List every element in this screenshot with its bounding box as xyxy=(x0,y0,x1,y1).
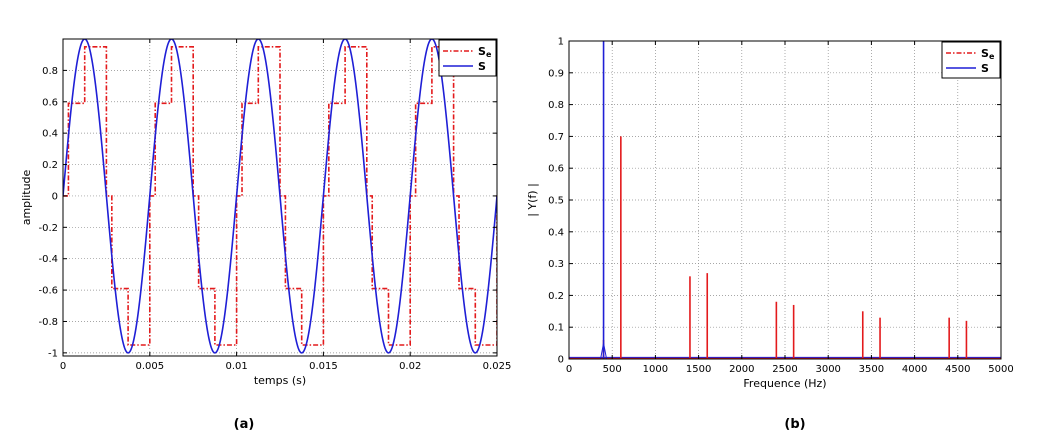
chart-b-frequency-spectrum: 0 500 1000 1500 2000 2500 3000 3500 4000 4500 5000… xyxy=(526,37,1014,433)
chart-a-time-domain: 0 0.005 0.01 0.015 0.02 0.025 -1 -0.8 -0.6 -0.4 -0… xyxy=(20,38,512,432)
chart-a-plot-marks xyxy=(63,39,497,354)
chart-a-x-axis-label: temps (s) xyxy=(254,374,306,387)
chart-b-y-tick-label: 0.3 xyxy=(548,259,564,270)
chart-a-y-tick-label: -0.4 xyxy=(38,254,58,265)
chart-a-x-tick-label: 0.015 xyxy=(309,361,338,372)
chart-b-x-tick-label: 3000 xyxy=(815,364,840,375)
chart-b-x-axis-label: Frequence (Hz) xyxy=(743,377,826,390)
chart-b-caption: (b) xyxy=(784,417,805,432)
chart-b-y-tick-label: 0.9 xyxy=(548,68,564,79)
chart-b-y-tick-label: 0.1 xyxy=(548,323,564,334)
chart-b-legend-subscript-0: e xyxy=(989,52,995,61)
chart-b-x-tick-label: 0 xyxy=(566,364,572,375)
chart-a-y-tick-label: -0.8 xyxy=(38,317,58,328)
chart-b-legend-box xyxy=(941,41,1001,79)
chart-a-legend: SeS xyxy=(438,39,497,77)
chart-b-x-tick-label: 1000 xyxy=(643,364,668,375)
chart-a-x-tick-label: 0.01 xyxy=(225,361,247,372)
chart-b-x-tick-label: 1500 xyxy=(686,364,711,375)
chart-a-caption: (a) xyxy=(234,417,255,432)
chart-a-y-tick-label: -0.6 xyxy=(38,286,58,297)
chart-b-legend-label-1: S xyxy=(981,62,989,75)
chart-a-y-tick-label: 0 xyxy=(52,191,58,202)
chart-a-x-tick-label: 0.005 xyxy=(135,361,164,372)
chart-a-x-tick-label: 0 xyxy=(60,361,66,372)
chart-b-s-peak-skirt xyxy=(600,343,608,359)
chart-b-x-tick-label: 4500 xyxy=(945,364,970,375)
chart-a-y-tick-label: -0.2 xyxy=(38,223,58,234)
chart-b-y-tick-label: 0.5 xyxy=(548,196,564,207)
chart-b-x-tick-label: 500 xyxy=(603,364,622,375)
chart-a-legend-subscript-0: e xyxy=(486,50,492,59)
chart-b-y-tick-label: 0.6 xyxy=(548,164,564,175)
chart-b-x-tick-label: 4000 xyxy=(902,364,927,375)
chart-a-y-axis-label: amplitude xyxy=(20,169,33,225)
chart-b-y-tick-label: 1 xyxy=(558,37,564,48)
chart-b-x-tick-label: 2000 xyxy=(729,364,754,375)
chart-b-x-tick-label: 5000 xyxy=(988,364,1013,375)
chart-a-legend-box xyxy=(438,39,497,77)
chart-a-y-tick-label: 0.6 xyxy=(42,97,58,108)
chart-a-y-tick-label: 0.8 xyxy=(42,66,58,77)
chart-a-series-s-line xyxy=(63,39,497,354)
chart-a-x-tick-label: 0.02 xyxy=(399,361,421,372)
chart-a-x-tick-label: 0.025 xyxy=(483,361,512,372)
chart-b-y-tick-label: 0.2 xyxy=(548,291,564,302)
chart-b-y-tick-label: 0.7 xyxy=(548,132,564,143)
chart-b-y-tick-label: 0.4 xyxy=(548,227,564,238)
chart-b-y-tick-label: 0 xyxy=(558,355,564,366)
chart-a-y-tick-label: 0.2 xyxy=(42,160,58,171)
chart-b-x-tick-label: 2500 xyxy=(772,364,797,375)
chart-a-y-tick-label: -1 xyxy=(48,348,58,359)
chart-b-y-tick-label: 0.8 xyxy=(548,100,564,111)
chart-b-x-tick-label: 3500 xyxy=(859,364,884,375)
chart-b-legend: SeS xyxy=(941,41,1001,79)
chart-a-y-tick-label: 0.4 xyxy=(42,129,58,140)
chart-a-axes-frame xyxy=(62,38,498,357)
chart-a-legend-label-1: S xyxy=(478,60,486,73)
chart-b-y-axis-label: | Y(f) | xyxy=(526,183,539,217)
